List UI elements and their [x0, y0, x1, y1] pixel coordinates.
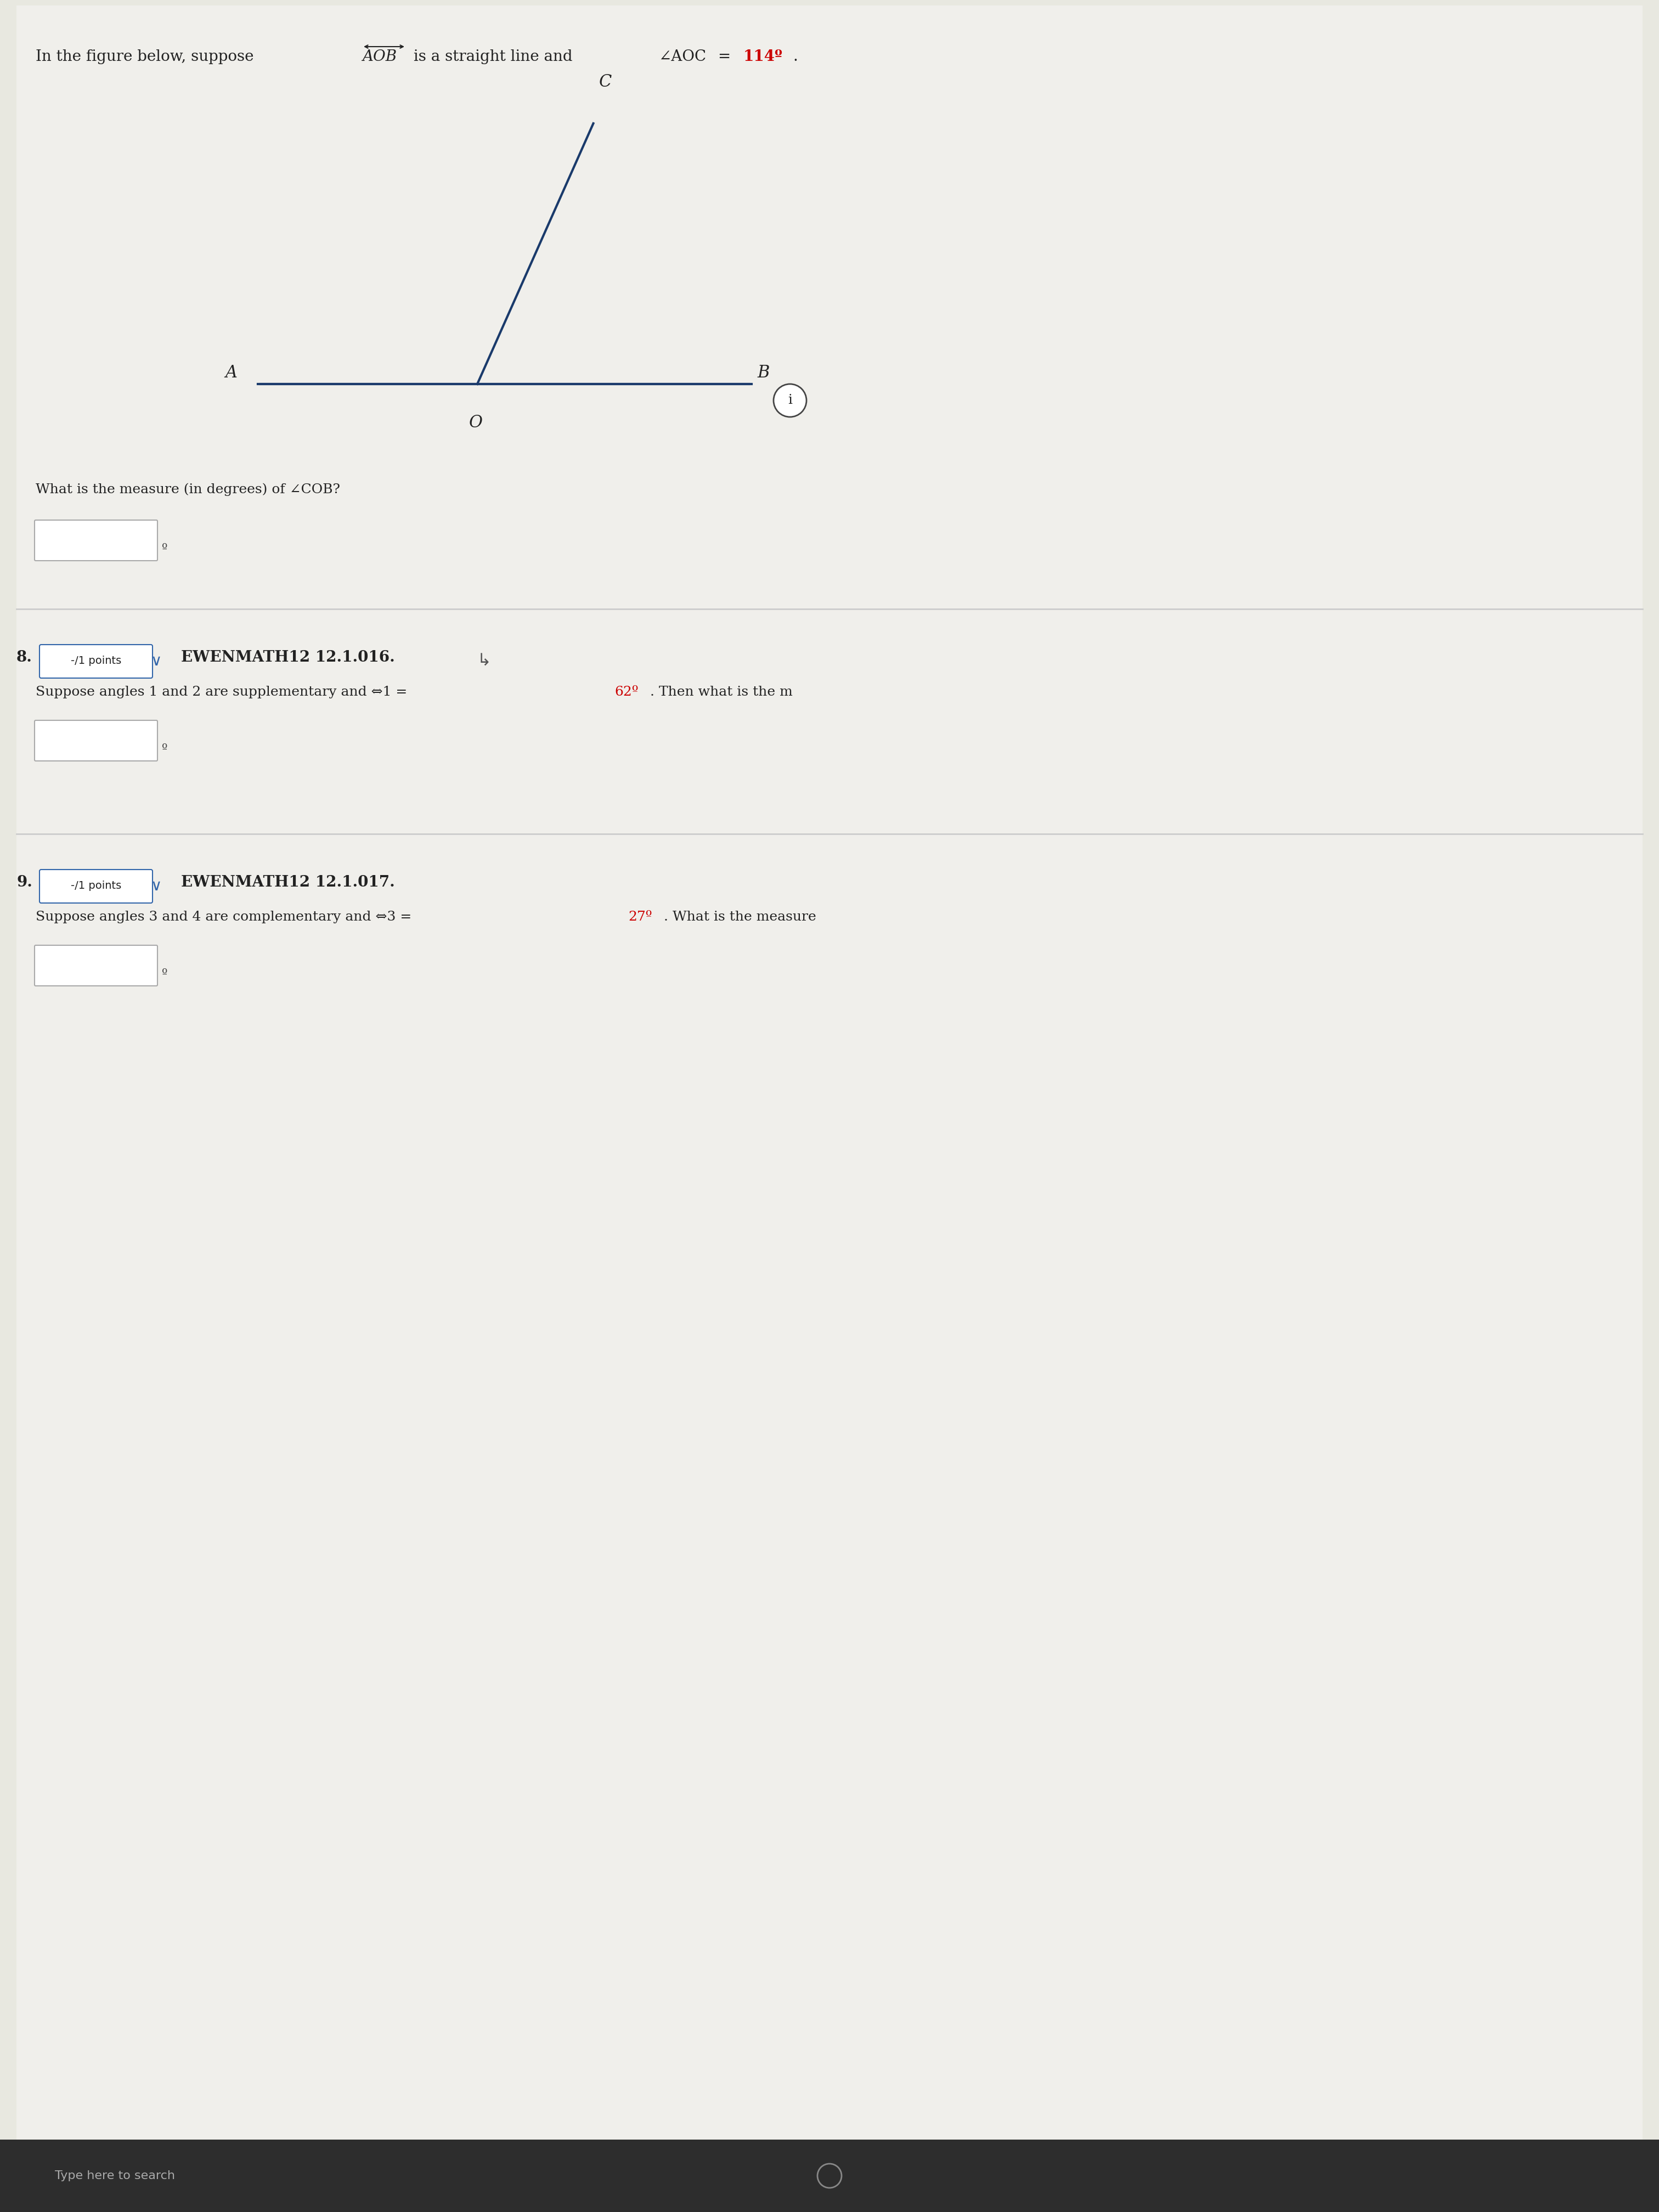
Text: 8.: 8. — [17, 650, 32, 666]
Text: B: B — [757, 365, 770, 380]
FancyBboxPatch shape — [17, 4, 1642, 2146]
Text: What is the measure (in degrees) of ∠COB?: What is the measure (in degrees) of ∠COB… — [35, 482, 340, 495]
Text: ∨: ∨ — [151, 653, 163, 668]
Text: . What is the measure: . What is the measure — [664, 911, 816, 922]
Text: 114º: 114º — [743, 49, 783, 64]
Text: is a straight line and: is a straight line and — [408, 49, 577, 64]
Text: -/1 points: -/1 points — [71, 657, 121, 666]
Text: Suppose angles 1 and 2 are supplementary and ⇔1 =: Suppose angles 1 and 2 are supplementary… — [35, 686, 411, 699]
Text: º: º — [163, 743, 168, 754]
Text: 9.: 9. — [17, 876, 32, 889]
Text: In the figure below, suppose: In the figure below, suppose — [35, 49, 259, 64]
Text: ∠AOC: ∠AOC — [659, 49, 707, 64]
Text: 62º: 62º — [614, 686, 639, 699]
Text: Suppose angles 3 and 4 are complementary and ⇔3 =: Suppose angles 3 and 4 are complementary… — [35, 911, 416, 922]
FancyBboxPatch shape — [35, 945, 158, 987]
Text: º: º — [163, 969, 168, 980]
Text: O: O — [469, 414, 483, 431]
Text: º: º — [163, 542, 168, 555]
Text: ↳: ↳ — [478, 653, 491, 668]
Text: ∨: ∨ — [151, 878, 163, 894]
Text: A: A — [226, 365, 237, 380]
Text: . Then what is the m: . Then what is the m — [650, 686, 793, 699]
FancyBboxPatch shape — [0, 2139, 1659, 2212]
Text: EWENMATH12 12.1.016.: EWENMATH12 12.1.016. — [181, 650, 395, 666]
Text: Type here to search: Type here to search — [55, 2170, 174, 2181]
Text: 27º: 27º — [629, 911, 652, 922]
Text: i: i — [788, 394, 793, 407]
Text: .: . — [793, 49, 798, 64]
FancyBboxPatch shape — [35, 721, 158, 761]
FancyBboxPatch shape — [35, 520, 158, 560]
Circle shape — [773, 385, 806, 416]
Text: C: C — [599, 73, 612, 91]
FancyBboxPatch shape — [40, 869, 153, 902]
Text: EWENMATH12 12.1.017.: EWENMATH12 12.1.017. — [181, 876, 395, 889]
Text: AOB: AOB — [362, 49, 397, 64]
Text: -/1 points: -/1 points — [71, 880, 121, 891]
Text: =: = — [713, 49, 735, 64]
FancyBboxPatch shape — [40, 644, 153, 679]
